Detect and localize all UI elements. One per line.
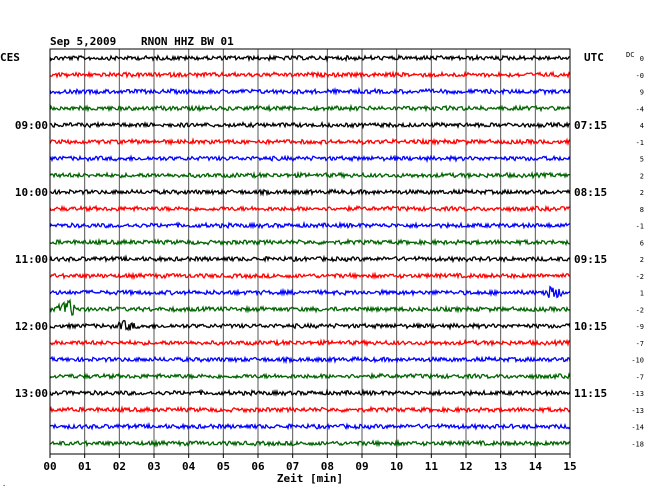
x-tick-label-11: 11 bbox=[425, 460, 439, 473]
dc-offset-label: 9 bbox=[640, 89, 644, 97]
left-time-label: 11:00 bbox=[15, 253, 48, 266]
dc-offset-label: -7 bbox=[636, 340, 644, 348]
trace-row-21 bbox=[49, 405, 571, 415]
dc-offset-label: -1 bbox=[636, 139, 644, 147]
trace-row-7 bbox=[49, 170, 571, 180]
x-axis-label: Zeit [min] bbox=[277, 472, 343, 485]
dc-offset-label: -9 bbox=[636, 323, 644, 331]
dc-column-label: DC bbox=[626, 51, 634, 59]
x-tick-label-13: 13 bbox=[494, 460, 507, 473]
trace-row-3 bbox=[49, 103, 571, 113]
dc-offset-label: -18 bbox=[631, 440, 644, 448]
dc-offset-label: 6 bbox=[640, 239, 644, 247]
right-time-label: 10:15 bbox=[574, 320, 607, 333]
x-tick-label-02: 02 bbox=[113, 460, 126, 473]
x-tick-label-03: 03 bbox=[147, 460, 160, 473]
trace-row-12 bbox=[49, 254, 571, 264]
x-tick-label-15: 15 bbox=[563, 460, 576, 473]
dc-offset-label: -13 bbox=[631, 390, 644, 398]
trace-row-0 bbox=[49, 53, 571, 63]
right-time-labels: 07:15 08:15 09:15 10:15 11:15 bbox=[574, 119, 607, 400]
trace-row-5 bbox=[49, 137, 571, 147]
trace-group bbox=[49, 53, 571, 448]
x-tick-label-07: 07 bbox=[286, 460, 299, 473]
x-tick-label-08: 08 bbox=[321, 460, 334, 473]
trace-row-1 bbox=[49, 70, 571, 79]
trace-row-18 bbox=[49, 355, 571, 365]
dc-offset-label: 0 bbox=[640, 55, 644, 63]
dc-offset-label: 2 bbox=[640, 256, 644, 264]
dc-offset-label: -7 bbox=[636, 373, 644, 381]
dc-offset-label: -1 bbox=[636, 223, 644, 231]
right-time-label: 08:15 bbox=[574, 186, 607, 199]
chart-date: Sep 5,2009 bbox=[50, 35, 116, 48]
x-tick-label-01: 01 bbox=[78, 460, 92, 473]
x-tick-label-06: 06 bbox=[251, 460, 265, 473]
dc-offset-label: -10 bbox=[631, 357, 644, 365]
dc-offset-label: 1 bbox=[640, 290, 644, 298]
x-tick-label-14: 14 bbox=[529, 460, 543, 473]
dc-offset-label: -4 bbox=[636, 105, 644, 113]
left-time-label: 09:00 bbox=[15, 119, 48, 132]
dc-offset-label: 5 bbox=[640, 156, 644, 164]
trace-row-23 bbox=[49, 438, 571, 448]
trace-row-8 bbox=[49, 188, 571, 197]
trace-row-16 bbox=[49, 319, 571, 332]
dc-offset-label: -0 bbox=[636, 72, 644, 80]
left-time-label: 12:00 bbox=[15, 320, 48, 333]
x-tick-label-12: 12 bbox=[459, 460, 472, 473]
trace-row-19 bbox=[49, 371, 571, 381]
plot-frame bbox=[49, 48, 571, 455]
dc-offset-label: -14 bbox=[631, 424, 644, 432]
trace-row-2 bbox=[49, 86, 571, 97]
right-time-label: 09:15 bbox=[574, 253, 607, 266]
trace-row-4 bbox=[49, 120, 570, 130]
dc-offset-label: -2 bbox=[636, 306, 644, 314]
trace-row-14 bbox=[49, 285, 571, 299]
trace-row-15 bbox=[49, 298, 571, 316]
right-time-label: 07:15 bbox=[574, 119, 607, 132]
dc-offset-label: 8 bbox=[640, 206, 644, 214]
x-tick-label-09: 09 bbox=[355, 460, 368, 473]
dc-offset-label: 2 bbox=[640, 172, 644, 180]
dc-offset-label: -13 bbox=[631, 407, 644, 415]
left-time-label: 13:00 bbox=[15, 387, 48, 400]
trace-row-9 bbox=[49, 204, 571, 213]
trace-row-11 bbox=[49, 237, 571, 247]
chart-station: RNON HHZ BW 01 bbox=[141, 35, 234, 48]
trace-row-17 bbox=[49, 338, 571, 348]
x-tick-label-05: 05 bbox=[217, 460, 230, 473]
dc-offset-labels: 0 -0 9 -4 4 -1 5 2 2 8 -1 6 2 -2 1 -2 -9 -7 -10 -7 -13 -13 -14… bbox=[631, 55, 644, 448]
left-time-labels: 09:00 10:00 11:00 12:00 13:00 bbox=[15, 119, 48, 400]
left-time-label: 10:00 bbox=[15, 186, 48, 199]
dc-offset-label: 2 bbox=[640, 189, 644, 197]
trace-row-22 bbox=[49, 421, 571, 431]
trace-row-6 bbox=[49, 154, 571, 164]
corner-mark: . bbox=[2, 480, 6, 488]
x-tick-label-10: 10 bbox=[390, 460, 403, 473]
trace-row-20 bbox=[49, 388, 571, 397]
dc-offset-label: -2 bbox=[636, 273, 644, 281]
x-tick-labels: 00 01 02 03 04 05 06 07 08 09 10 11 12 13 14 15 bbox=[43, 454, 577, 473]
x-tick-label-04: 04 bbox=[182, 460, 196, 473]
right-timezone-label: UTC bbox=[584, 51, 604, 64]
x-tick-label-00: 00 bbox=[43, 460, 56, 473]
trace-row-13 bbox=[49, 271, 571, 281]
right-time-label: 11:15 bbox=[574, 387, 607, 400]
dc-offset-label: 4 bbox=[640, 122, 644, 130]
left-timezone-label: CES bbox=[0, 51, 20, 64]
trace-row-10 bbox=[49, 220, 571, 230]
grid-lines bbox=[84, 49, 536, 454]
